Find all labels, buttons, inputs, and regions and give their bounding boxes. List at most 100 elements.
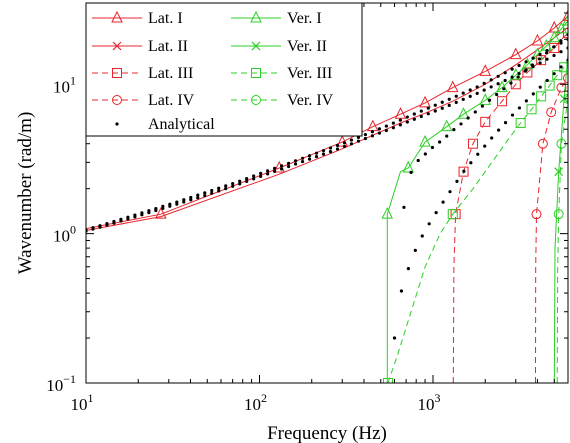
data-point — [480, 116, 491, 127]
legend-marker — [115, 122, 119, 126]
legend-item-ver-ii: Ver. II — [231, 38, 327, 55]
analytical-point — [473, 110, 477, 114]
analytical-point — [377, 131, 381, 135]
analytical-point — [328, 150, 333, 154]
data-point — [544, 80, 555, 91]
analytical-point — [483, 144, 487, 148]
analytical-point — [342, 141, 347, 145]
x-axis-label: Frequency (Hz) — [267, 423, 387, 443]
analytical-point — [462, 169, 466, 173]
data-point — [447, 209, 458, 220]
analytical-point — [545, 78, 549, 83]
analytical-point — [490, 136, 494, 140]
analytical-point — [196, 193, 200, 197]
analytical-point — [495, 92, 499, 97]
analytical-point — [168, 204, 172, 208]
analytical-point — [455, 179, 459, 183]
analytical-point — [126, 217, 130, 221]
analytical-point — [552, 72, 556, 76]
analytical-point — [530, 63, 534, 67]
analytical-point — [133, 215, 137, 219]
analytical-point — [384, 124, 388, 128]
analytical-point — [503, 120, 508, 125]
analytical-point — [321, 149, 326, 153]
analytical-point — [370, 134, 375, 138]
analytical-point — [538, 61, 542, 65]
analytical-point — [502, 87, 506, 91]
analytical-point — [489, 78, 493, 82]
analytical-point — [420, 234, 424, 238]
legend-label: Lat. III — [148, 65, 193, 82]
analytical-point — [161, 206, 165, 210]
analytical-point — [412, 112, 416, 116]
legend-item-ver-iv: Ver. IV — [231, 92, 334, 109]
analytical-point — [112, 221, 116, 225]
analytical-point — [98, 225, 102, 229]
analytical-point — [517, 63, 521, 68]
y-axis-label: Wavenumber (rad/m) — [15, 112, 36, 275]
analytical-point — [468, 88, 472, 92]
legend-label: Lat. IV — [148, 92, 195, 109]
analytical-point — [105, 223, 109, 227]
legend-marker — [112, 95, 122, 105]
legend-item-lat-iii: Lat. III — [92, 65, 193, 82]
y-tick-label: 100 — [53, 223, 76, 246]
data-point — [537, 138, 548, 149]
data-point — [531, 33, 544, 46]
analytical-point — [140, 213, 144, 217]
analytical-point — [335, 143, 340, 147]
series-ver-iii — [382, 59, 568, 383]
analytical-point — [447, 103, 451, 107]
series-ver-i — [381, 13, 568, 383]
analytical-point — [476, 152, 480, 156]
data-point — [522, 67, 533, 78]
analytical-point — [559, 50, 563, 54]
data-point — [336, 134, 349, 147]
analytical-point — [321, 152, 326, 156]
analytical-point — [523, 69, 527, 73]
data-point — [554, 167, 564, 177]
legend-marker — [112, 41, 122, 51]
analytical-point — [224, 184, 228, 188]
analytical-point — [259, 174, 263, 178]
analytical-point — [182, 198, 186, 202]
analytical-point — [545, 57, 549, 61]
analytical-point — [517, 106, 522, 110]
data-point — [155, 207, 167, 219]
analytical-point — [335, 147, 340, 151]
analytical-point — [175, 202, 179, 206]
analytical-point — [91, 227, 95, 231]
analytical-point — [363, 132, 368, 137]
analytical-point — [516, 75, 520, 79]
analytical-point — [538, 85, 542, 89]
x-tick-label: 103 — [417, 391, 440, 414]
analytical-point — [384, 128, 388, 133]
legend-label: Analytical — [148, 116, 215, 133]
legend-item-lat-i: Lat. I — [92, 10, 183, 27]
analytical-point — [342, 144, 347, 149]
analytical-point — [509, 81, 513, 85]
analytical-point — [266, 169, 270, 173]
analytical-point — [487, 98, 492, 102]
data-point — [382, 378, 393, 383]
legend-label: Ver. I — [287, 10, 322, 27]
analytical-point — [391, 121, 395, 125]
analytical-point — [448, 190, 452, 194]
analytical-point — [399, 289, 404, 293]
legend: Lat. I Lat. II Lat. III Lat. IV Ver. I Ver. I… — [85, 2, 363, 137]
analytical-point — [517, 71, 521, 76]
analytical-point — [406, 266, 410, 271]
analytical-point — [405, 115, 409, 119]
data-point — [562, 9, 568, 21]
series-line — [452, 32, 568, 383]
analytical-point — [489, 85, 493, 89]
legend-label: Lat. II — [148, 38, 188, 55]
legend-label: Lat. I — [148, 10, 183, 27]
analytical-point — [531, 56, 535, 60]
analytical-point — [307, 157, 312, 161]
analytical-point — [293, 159, 298, 163]
analytical-point — [405, 120, 409, 124]
analytical-point — [252, 177, 256, 181]
series-ver-iv — [553, 93, 568, 383]
analytical-point — [510, 75, 514, 79]
